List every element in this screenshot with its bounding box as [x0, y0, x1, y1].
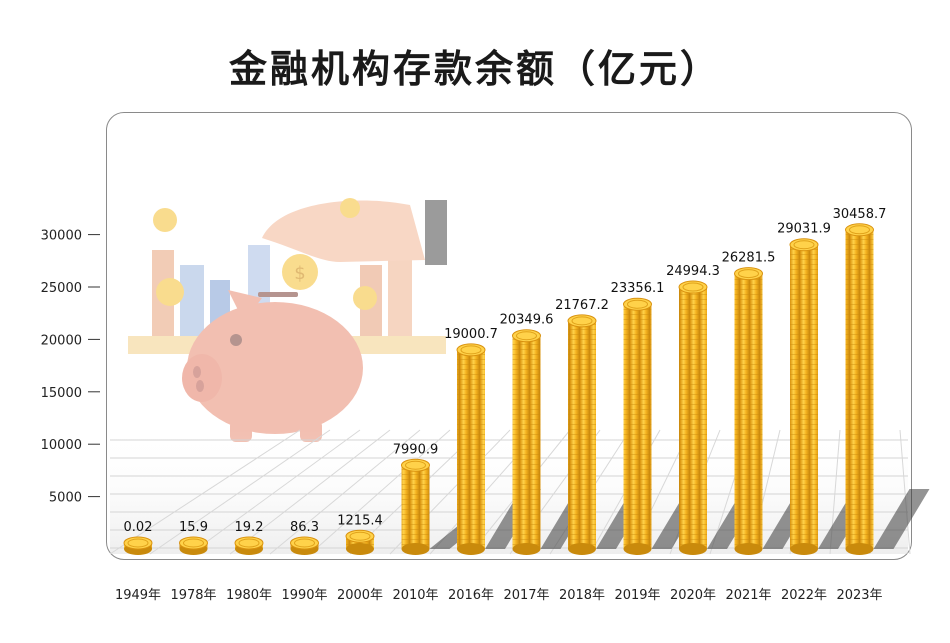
x-tick-label: 2017年	[503, 588, 549, 603]
bar	[290, 536, 319, 555]
coin-stack-body	[568, 320, 596, 549]
x-tick-label: 1980年	[226, 588, 272, 603]
value-label: 15.9	[179, 520, 208, 535]
y-tick-label: 20000	[41, 333, 82, 348]
x-tick-label: 2019年	[614, 588, 660, 603]
value-label: 0.02	[124, 520, 153, 535]
y-tick-label: 10000	[41, 438, 82, 453]
value-label: 7990.9	[393, 442, 439, 457]
coin-stack-body	[679, 287, 707, 549]
value-label: 19000.7	[444, 327, 498, 342]
x-tick-label: 1949年	[115, 588, 161, 603]
coin-stack-base	[845, 543, 874, 555]
bar	[678, 280, 708, 555]
value-label: 26281.5	[722, 251, 776, 266]
bar	[401, 458, 430, 555]
coin-stack-body	[734, 273, 763, 549]
y-tick-label: 30000	[41, 229, 82, 244]
bar	[789, 238, 819, 555]
bar	[734, 267, 763, 555]
coin-stack-top-rim	[460, 345, 482, 355]
x-tick-label: 2016年	[448, 588, 494, 603]
coin-stack-top-rim	[627, 299, 648, 309]
x-tick-label: 2022年	[781, 588, 827, 603]
bar	[845, 223, 874, 555]
coin-stack-body	[623, 304, 652, 549]
bar	[623, 297, 652, 555]
bar	[345, 529, 375, 555]
x-tick-label: 2018年	[559, 588, 605, 603]
y-tick-label: 25000	[41, 281, 82, 296]
coin-stack-top-rim	[405, 460, 426, 470]
coin-stack-body	[512, 335, 541, 549]
coin-stack-top-rim	[127, 538, 149, 548]
coin-stack-top-rim	[183, 538, 204, 548]
x-tick-label: 2010年	[392, 588, 438, 603]
coin-stack-body	[457, 349, 485, 549]
coin-stack-base	[734, 543, 763, 555]
coin-stack-top-rim	[682, 282, 704, 292]
coin-stack-body	[845, 229, 874, 549]
coin-stack-base	[401, 543, 430, 555]
x-tick-label: 1978年	[170, 588, 216, 603]
coin-stack-top-rim	[294, 538, 315, 548]
x-tick-label: 1990年	[281, 588, 327, 603]
value-label: 1215.4	[337, 513, 383, 528]
x-tick-label: 2021年	[725, 588, 771, 603]
value-label: 30458.7	[833, 207, 887, 222]
value-label: 24994.3	[666, 264, 720, 279]
coin-stack-base	[790, 543, 818, 555]
coin-stack-body	[401, 465, 430, 549]
bar	[179, 536, 208, 555]
coin-stack-top-rim	[571, 316, 593, 326]
coin-stack-base	[346, 543, 374, 555]
coin-stack-base	[512, 543, 541, 555]
coin-stack-top-rim	[738, 269, 759, 279]
coin-stack-top-rim	[238, 538, 260, 548]
y-axis: 5000 10000 15000 20000 25000 30000	[41, 229, 100, 506]
y-tick-label: 5000	[49, 491, 82, 506]
bar	[456, 343, 486, 555]
bar-shadow	[873, 489, 930, 549]
coin-stack-base	[623, 543, 652, 555]
value-label: 86.3	[290, 520, 319, 535]
value-label: 19.2	[235, 520, 264, 535]
bar-series: 0.02 1949年 15.9 1978年 19.2 1980年 86.3 1990年 1215…	[115, 207, 930, 603]
value-label: 21767.2	[555, 298, 609, 313]
piggy-bank-illustration: $	[124, 158, 448, 442]
bar	[567, 314, 597, 555]
bar	[512, 329, 541, 555]
coin-stack-top-rim	[849, 225, 870, 235]
bar	[234, 536, 264, 555]
bar	[123, 536, 153, 555]
chart-title: 金融机构存款余额（亿元）	[228, 46, 721, 91]
value-label: 29031.9	[777, 222, 831, 237]
x-tick-label: 2023年	[836, 588, 882, 603]
value-label: 20349.6	[500, 313, 554, 328]
coin-stack-base	[457, 543, 485, 555]
x-tick-label: 2000年	[337, 588, 383, 603]
coin-stack-top-rim	[516, 331, 537, 341]
svg-text:$: $	[294, 263, 305, 284]
coin-stack-base	[568, 543, 596, 555]
x-tick-label: 2020年	[670, 588, 716, 603]
coin-stack-body	[790, 244, 818, 550]
y-tick-label: 15000	[41, 386, 82, 401]
coin-stack-base	[679, 543, 707, 555]
coin-stack-top-rim	[349, 531, 371, 541]
coin-stack-top-rim	[793, 240, 815, 250]
value-label: 23356.1	[611, 281, 665, 296]
